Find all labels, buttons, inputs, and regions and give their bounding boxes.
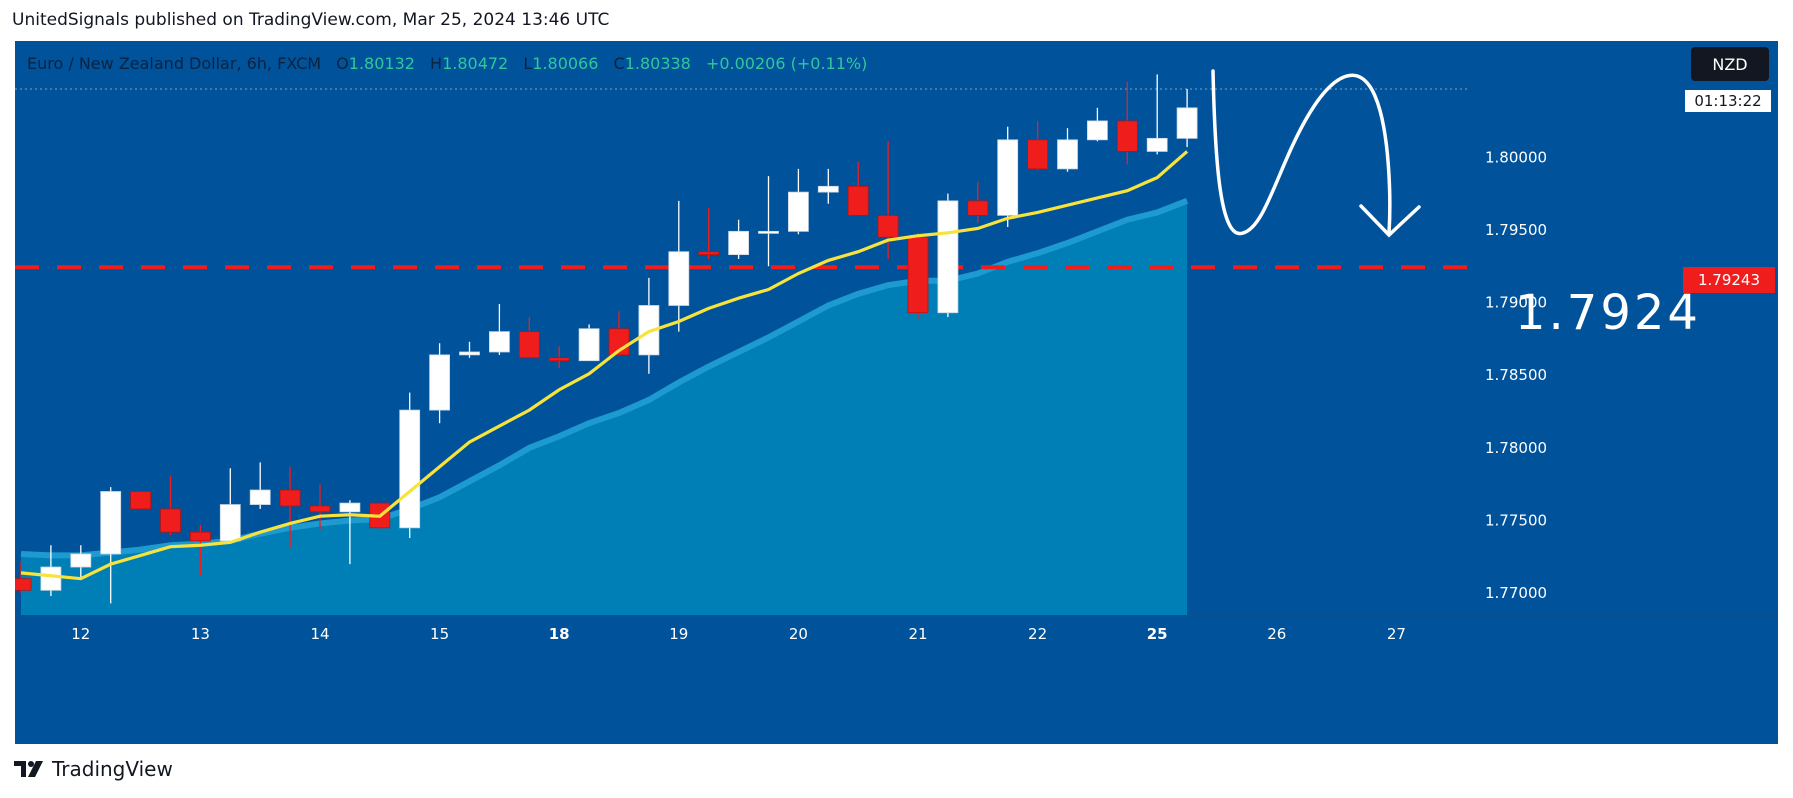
legend-close-key: C bbox=[613, 54, 625, 73]
candle-body bbox=[997, 139, 1019, 216]
candle-body bbox=[728, 230, 749, 256]
chart-legend: Euro / New Zealand Dollar, 6h, FXCM O1.8… bbox=[27, 54, 867, 73]
legend-close: 1.80338 bbox=[624, 54, 691, 73]
candle-body bbox=[1176, 107, 1198, 139]
candle-body bbox=[877, 214, 899, 238]
x-tick-label: 26 bbox=[1267, 625, 1286, 643]
candle-body bbox=[1087, 120, 1108, 141]
candle-body bbox=[429, 354, 451, 411]
candle-body bbox=[40, 566, 62, 591]
x-tick-label: 14 bbox=[310, 625, 329, 643]
candle-body bbox=[907, 236, 929, 314]
x-tick-label: 21 bbox=[908, 625, 927, 643]
candle-body bbox=[937, 200, 959, 314]
y-tick-label: 1.78000 bbox=[1485, 439, 1547, 457]
price-axis bbox=[1470, 41, 1778, 744]
legend-low-key: L bbox=[523, 54, 533, 73]
y-tick-label: 1.80000 bbox=[1485, 148, 1547, 166]
candle-body bbox=[488, 331, 510, 353]
candle-body bbox=[249, 489, 271, 505]
tradingview-brand: TradingView bbox=[52, 757, 173, 781]
x-tick-label: 13 bbox=[191, 625, 210, 643]
candle-body bbox=[399, 409, 421, 529]
legend-symbol: Euro / New Zealand Dollar, 6h, FXCM bbox=[27, 54, 322, 73]
currency-button[interactable]: NZD bbox=[1691, 47, 1769, 81]
y-tick-label: 1.77000 bbox=[1485, 584, 1547, 602]
candle-body bbox=[967, 200, 989, 216]
bar-countdown: 01:13:22 bbox=[1685, 90, 1771, 112]
candle-body bbox=[1027, 139, 1048, 170]
candle-body bbox=[130, 491, 151, 510]
candle-body bbox=[668, 251, 690, 306]
candle-body bbox=[459, 351, 480, 356]
x-tick-label: 15 bbox=[430, 625, 449, 643]
tradingview-logo-icon bbox=[14, 761, 43, 777]
chart-canvas[interactable]: 1.77000 1.77500 1.78000 1.78500 1.79000 1.795… bbox=[15, 41, 1778, 744]
candle-body bbox=[1116, 120, 1138, 152]
projection-arrow bbox=[1211, 69, 1392, 236]
candle-body bbox=[758, 230, 779, 234]
candle-body bbox=[518, 331, 540, 359]
x-tick-label: 27 bbox=[1387, 625, 1406, 643]
legend-low: 1.80066 bbox=[532, 54, 599, 73]
legend-open-key: O bbox=[336, 54, 349, 73]
candle-body bbox=[100, 491, 122, 555]
candle-body bbox=[309, 505, 331, 513]
y-tick-label: 1.79500 bbox=[1485, 221, 1547, 239]
tradingview-logo[interactable]: TradingView bbox=[14, 757, 173, 781]
candle-body bbox=[15, 578, 32, 591]
candle-body bbox=[1146, 137, 1168, 152]
y-tick-label: 1.78500 bbox=[1485, 366, 1547, 384]
ema-slow-area bbox=[21, 200, 1188, 616]
publication-line: UnitedSignals published on TradingView.c… bbox=[12, 10, 610, 30]
target-price-label: 1.7924 bbox=[1515, 285, 1701, 341]
x-tick-label: 12 bbox=[71, 625, 90, 643]
candle-body bbox=[817, 185, 839, 193]
y-tick-label: 1.79000 bbox=[1485, 294, 1547, 312]
projection-arrowhead bbox=[1359, 204, 1421, 238]
candle-body bbox=[219, 504, 241, 542]
x-tick-label: 25 bbox=[1147, 625, 1168, 643]
candle-body bbox=[279, 489, 301, 507]
candle-body bbox=[189, 531, 211, 542]
x-tick-label: 19 bbox=[669, 625, 688, 643]
candle-body bbox=[339, 502, 361, 513]
x-tick-label: 18 bbox=[549, 625, 570, 643]
level-price-badge: 1.79243 bbox=[1683, 267, 1775, 293]
legend-change: +0.00206 (+0.11%) bbox=[705, 54, 868, 73]
legend-high-key: H bbox=[430, 54, 443, 73]
x-tick-label: 20 bbox=[789, 625, 808, 643]
legend-high: 1.80472 bbox=[442, 54, 509, 73]
candle-body bbox=[1057, 139, 1078, 170]
chart-area[interactable]: 1.77000 1.77500 1.78000 1.78500 1.79000 1.795… bbox=[15, 41, 1778, 744]
ema-fast-line bbox=[20, 150, 1189, 581]
candle-body bbox=[160, 508, 181, 533]
candle-body bbox=[788, 191, 809, 232]
candle-body bbox=[698, 251, 720, 256]
candle-body bbox=[847, 185, 869, 216]
candle-body bbox=[548, 357, 570, 362]
legend-open: 1.80132 bbox=[348, 54, 415, 73]
x-tick-label: 22 bbox=[1028, 625, 1047, 643]
y-tick-label: 1.77500 bbox=[1485, 512, 1547, 530]
candle-body bbox=[70, 553, 92, 568]
candle-body bbox=[578, 328, 600, 362]
